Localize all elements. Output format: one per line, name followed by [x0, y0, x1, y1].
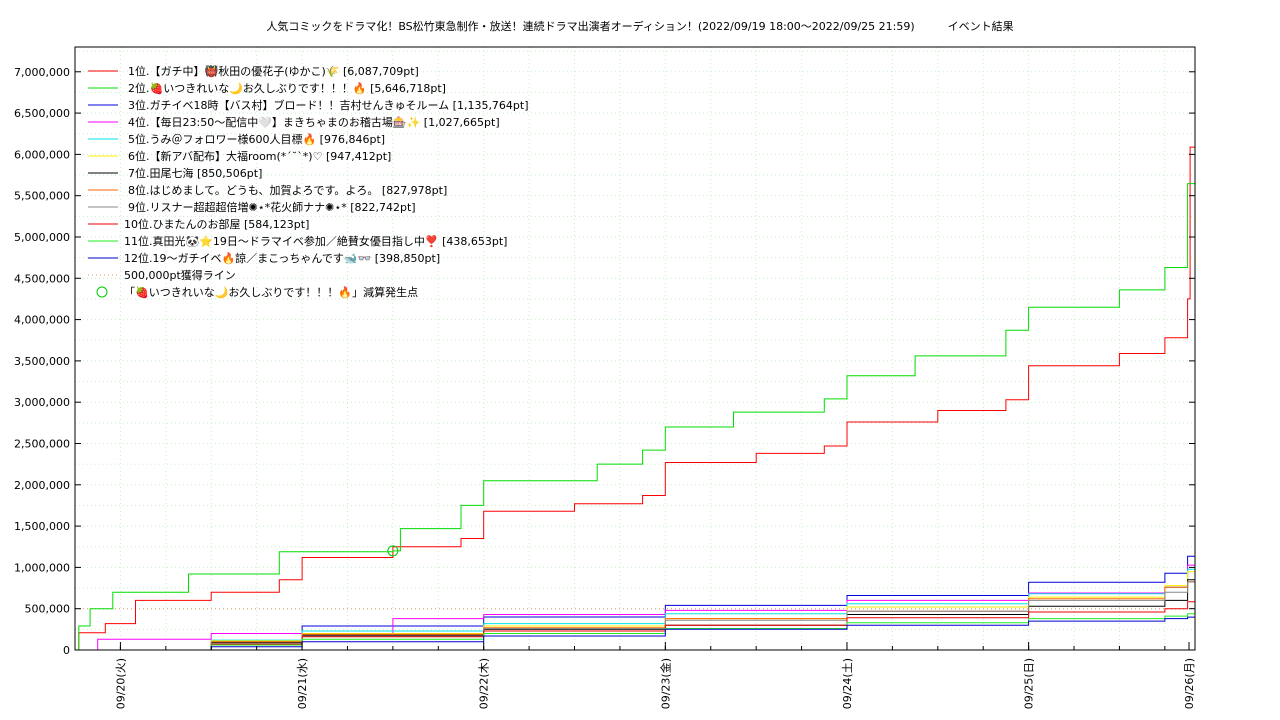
x-tick-label: 09/26(月) [1183, 658, 1196, 709]
x-tick-label: 09/24(土) [841, 658, 854, 709]
decrement-marker-point [387, 545, 399, 557]
y-tick-label: 4,500,000 [14, 272, 70, 285]
y-tick-label: 2,500,000 [14, 437, 70, 450]
y-tick-label: 3,000,000 [14, 396, 70, 409]
series-line-5 [75, 568, 1195, 651]
y-tick-label: 500,000 [25, 603, 71, 616]
y-tick-label: 7,000,000 [14, 66, 70, 79]
series-line-12 [75, 616, 1195, 651]
x-tick-label: 09/20(火) [114, 658, 127, 709]
series-lines [75, 146, 1195, 651]
legend-entry-threshold: 500,000pt獲得ライン [124, 269, 236, 282]
chart-title: 人気コミックをドラマ化！BS松竹東急制作・放送！連続ドラマ出演者オーディション！… [266, 20, 1014, 33]
x-axis: 09/20(火) 09/21(水) 09/22(木) 09/23(金) 09/24(土)… [74, 642, 1196, 709]
y-tick-label: 3,500,000 [14, 355, 70, 368]
legend-entry-3: 3位.ガチイベ18時【バス村】ブロード！！吉村せんきゅそルーム [1,135,7… [128, 98, 529, 112]
legend-entry-11: 11位.真田光🐼⭐19日〜ドラマイベ参加／絶賛女優目指し中❣️ [438,653… [124, 234, 507, 248]
series-line-8 [75, 581, 1195, 651]
x-tick-label: 09/22(木) [478, 658, 491, 709]
legend-entry-1: 1位.【ガチ中】👹秋田の優花子(ゆかこ)🌾 [6,087,709pt] [128, 64, 419, 78]
x-tick-label: 09/23(金) [658, 658, 672, 709]
legend: 1位.【ガチ中】👹秋田の優花子(ゆかこ)🌾 [6,087,709pt] 2位.🍓い… [88, 64, 529, 299]
y-tick-label: 4,000,000 [14, 314, 70, 327]
decrement-marker [387, 545, 399, 557]
y-tick-label: 6,000,000 [14, 148, 70, 161]
series-line-10 [75, 601, 1195, 651]
legend-entry-5: 5位.うみ＠フォロワー様600人目標🔥 [976,846pt] [128, 132, 385, 146]
y-tick-label: 0 [63, 644, 70, 657]
series-line-11 [75, 613, 1195, 651]
grid-lines [74, 47, 1195, 651]
legend-entry-8: 8位.はじめまして。どうも、加賀よろです。よろ。 [827,978pt] [128, 183, 447, 197]
y-tick-label: 1,000,000 [14, 561, 70, 574]
legend-swatch-marker [96, 286, 108, 298]
y-tick-label: 5,500,000 [14, 190, 70, 203]
legend-entry-10: 10位.ひまたんのお部屋 [584,123pt] [124, 217, 309, 231]
series-line-9 [75, 581, 1195, 651]
series-line-1 [75, 146, 1195, 651]
y-tick-label: 6,500,000 [14, 107, 70, 120]
legend-entry-2: 2位.🍓いつきれいな🌙お久しぶりです！！！🔥 [5,646,718pt] [128, 81, 446, 95]
y-tick-label: 1,500,000 [14, 520, 70, 533]
series-line-2 [75, 183, 1195, 651]
x-tick-label: 09/25(日) [1023, 658, 1036, 709]
legend-entry-marker: 「🍓いつきれいな🌙お久しぶりです！！！🔥」減算発生点 [124, 285, 418, 299]
x-tick-label: 09/21(水) [296, 658, 309, 709]
y-tick-label: 2,000,000 [14, 479, 70, 492]
y-tick-label: 5,000,000 [14, 231, 70, 244]
legend-entry-6: 6位.【新アバ配布】大福room(*´˘`*)♡ [947,412pt] [128, 149, 391, 163]
series-line-4 [75, 564, 1195, 651]
legend-entry-9: 9位.リスナー超超超倍増✺⋆*花火師ナナ✺⋆* [822,742pt] [128, 200, 416, 214]
legend-entry-7: 7位.田尾七海 [850,506pt] [128, 166, 262, 180]
plot-frame [74, 46, 1196, 651]
y-axis: 0 500,000 1,000,000 1,500,000 2,000,000 2,500… [14, 66, 1195, 657]
legend-entry-4: 4位.【毎日23:50〜配信中🤍】まきちゃまのお稽古場🎰✨ [1,027,665… [128, 115, 500, 129]
legend-entry-12: 12位.19〜ガチイベ🔥諒／まこっちゃんです🐋👓 [398,850pt] [124, 251, 440, 265]
